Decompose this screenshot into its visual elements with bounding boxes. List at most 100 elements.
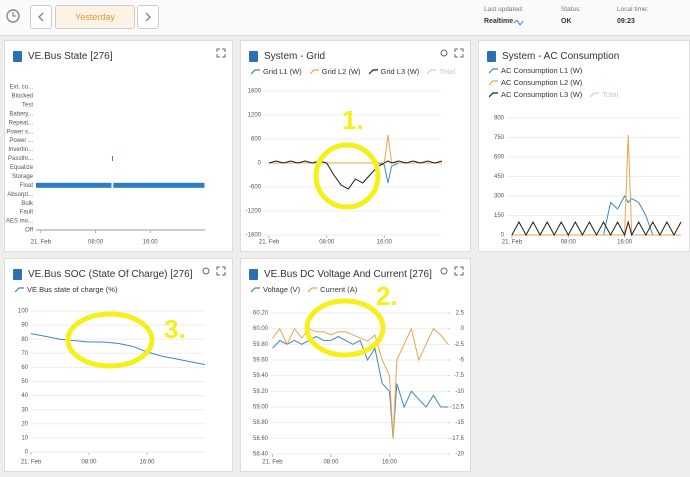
legend-swatch	[15, 287, 24, 293]
legend-line	[489, 68, 498, 74]
x-tick-label: 21. Feb	[31, 240, 52, 246]
y-tick-label: 40	[21, 393, 28, 399]
tools-icons[interactable]	[202, 266, 226, 276]
x-tick-label: 16:00	[143, 240, 159, 246]
legend: VE.Bus state of charge (%)	[15, 285, 226, 294]
y2-tick-label: -12.5	[450, 405, 464, 411]
state-bar	[113, 182, 205, 188]
panel: 21. Feb 08:00 16:00 Ext. co... Blocked Test Ba…	[4, 40, 233, 252]
state-label: Battery...	[9, 111, 33, 117]
legend-item: AC Consumption L3 (W)	[489, 90, 582, 99]
series-line	[30, 333, 206, 366]
tools-icons[interactable]	[440, 48, 464, 58]
period-button[interactable]: Yesterday	[55, 5, 135, 29]
y-tick-label: 0	[25, 450, 29, 456]
next-button[interactable]	[137, 5, 159, 29]
panel-title: System - Grid	[264, 51, 326, 62]
series-line	[511, 134, 681, 236]
legend-line	[251, 287, 260, 293]
legend-label: Total	[602, 90, 619, 99]
legend-swatch	[489, 80, 498, 86]
state-label: Invertin...	[8, 147, 33, 153]
state-label: Repeat...	[9, 120, 34, 126]
widget-icon	[249, 51, 258, 62]
prev-button[interactable]	[30, 5, 52, 29]
x-tick-label: 21. Feb	[259, 240, 280, 246]
legend-swatch	[590, 92, 600, 98]
legend-line	[368, 69, 378, 75]
panel-header: System - AC Consumption	[487, 51, 619, 62]
legend-item: VE.Bus state of charge (%)	[15, 285, 117, 294]
panel: 21. Feb 08:00 16:00 900 750 600 450 300 150 0 Sys…	[478, 40, 690, 252]
legend-label: Grid L2 (W)	[321, 67, 361, 76]
state-label: AES mo...	[6, 219, 33, 225]
chart: 21. Feb 08:00 16:00 1800 1200 600 0 -600 -1200 -1…	[246, 89, 443, 246]
state-label: Storage	[12, 174, 34, 180]
chart: 21. Feb 08:00 16:00 60.20 60.00 59.80 59.60 59.…	[253, 311, 465, 466]
widget-icon	[487, 51, 496, 62]
y2-tick-label: -20	[455, 452, 464, 458]
y-tick-label: 600	[494, 155, 505, 161]
legend-label: Current (A)	[320, 285, 358, 294]
y-tick-label: 58.80	[253, 420, 269, 426]
y-tick-label: 30	[21, 407, 28, 413]
x-tick-label: 16:00	[377, 240, 393, 246]
legend-line	[489, 92, 498, 98]
y-tick-label: 0	[501, 233, 505, 239]
y-tick-label: 600	[251, 137, 262, 143]
legend-item: Grid L1 (W)	[251, 67, 302, 76]
legend-swatch	[489, 68, 498, 74]
state-label: Off	[25, 228, 33, 234]
y2-tick-label: -2.5	[454, 342, 465, 348]
y-tick-label: 58.40	[253, 452, 269, 458]
legend-swatch	[309, 69, 319, 75]
widget-icon	[13, 269, 22, 280]
y2-tick-label: -5	[459, 358, 465, 364]
legend-label: AC Consumption L2 (W)	[501, 78, 583, 87]
y-tick-label: 1200	[248, 113, 262, 119]
state-label: Test	[22, 102, 33, 108]
clock-icon	[6, 9, 20, 23]
y-tick-label: 10	[21, 435, 28, 441]
x-tick-label: 08:00	[319, 240, 335, 246]
y2-tick-label: 2.5	[456, 311, 465, 317]
state-label: Passthr...	[8, 156, 33, 162]
y2-tick-label: 0	[461, 326, 465, 332]
x-tick-label: 16:00	[617, 240, 633, 246]
x-tick-label: 08:00	[561, 240, 577, 246]
status-label: Status:	[561, 6, 582, 13]
legend-label: AC Consumption L3 (W)	[501, 90, 583, 99]
panel: 21. Feb 08:00 16:00 100 90 80 70 60 50 40 30 20 10 0 …	[4, 258, 233, 472]
x-tick-label: 08:00	[88, 240, 104, 246]
state-bar	[36, 182, 112, 188]
panel-header: VE.Bus SOC (State Of Charge) [276]	[13, 269, 193, 280]
legend-item: Total	[427, 67, 455, 76]
y2-tick-label: -17.5	[450, 436, 464, 442]
legend-swatch	[489, 92, 498, 98]
panel-title: VE.Bus SOC (State Of Charge) [276]	[28, 269, 193, 280]
legend: Grid L1 (W) Grid L2 (W) Grid L3 (W) Total	[251, 67, 464, 76]
x-tick-label: 21. Feb	[21, 460, 42, 466]
y-tick-label: 60.20	[253, 311, 269, 317]
y-tick-label: 60.00	[253, 326, 269, 332]
expand-icon[interactable]	[216, 48, 226, 58]
legend-label: Grid L3 (W)	[380, 67, 420, 76]
legend-swatch	[251, 69, 260, 75]
state-label: Equalize	[10, 165, 34, 171]
widget-icon	[249, 269, 258, 280]
legend-line	[309, 69, 319, 75]
legend-line	[308, 287, 318, 293]
x-tick-label: 16:00	[139, 460, 155, 466]
state-label: Blocked	[12, 94, 33, 100]
legend-label: VE.Bus state of charge (%)	[27, 285, 118, 294]
y-tick-label: 900	[494, 116, 505, 122]
y2-tick-label: -7.5	[454, 373, 465, 379]
state-label: Power ...	[9, 138, 33, 144]
chart: 21. Feb 08:00 16:00 Ext. co... Blocked Test Ba…	[6, 85, 205, 246]
x-tick-label: 21. Feb	[262, 460, 283, 466]
tools-icons[interactable]	[440, 266, 464, 276]
state-label: Power s...	[6, 129, 33, 135]
state-label: Absorpt...	[7, 192, 33, 198]
y-tick-label: 80	[21, 337, 28, 343]
